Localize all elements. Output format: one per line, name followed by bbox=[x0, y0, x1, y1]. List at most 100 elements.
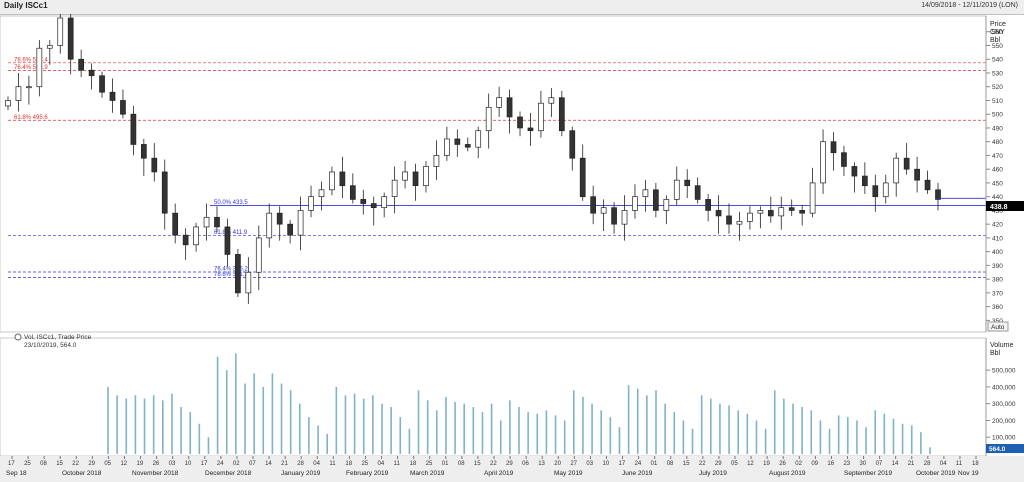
month-label: March 2019 bbox=[410, 470, 445, 477]
date-tick-label: 24 bbox=[635, 461, 642, 467]
volume-bar bbox=[308, 417, 310, 454]
date-tick-label: 14 bbox=[892, 461, 899, 467]
candle-body bbox=[903, 157, 910, 170]
candle-body bbox=[15, 86, 22, 101]
date-tick-label: 01 bbox=[442, 461, 449, 467]
candle-body bbox=[527, 127, 534, 132]
candle-body bbox=[924, 179, 931, 191]
candle-body bbox=[339, 171, 346, 187]
date-tick-label: 11 bbox=[394, 461, 401, 467]
candle-body bbox=[653, 189, 659, 211]
volume-bar bbox=[207, 437, 210, 454]
volume-tick-label: 200,000 bbox=[992, 418, 1016, 425]
volume-bar bbox=[509, 400, 511, 454]
volume-bar bbox=[490, 403, 493, 454]
date-tick-label: 27 bbox=[570, 461, 577, 467]
volume-bar bbox=[618, 427, 621, 454]
price-axis-title-3: Bbl bbox=[990, 37, 1001, 44]
price-tick-label: 540 bbox=[992, 57, 1003, 64]
volume-bar bbox=[700, 395, 703, 454]
candle-body bbox=[88, 69, 95, 77]
candle-body bbox=[893, 157, 900, 184]
month-label: December 2018 bbox=[205, 470, 252, 477]
candle-body bbox=[621, 210, 628, 225]
date-tick-label: 04 bbox=[378, 461, 385, 467]
candle-body bbox=[318, 189, 325, 198]
volume-bar bbox=[691, 428, 694, 454]
price-tick-label: 500 bbox=[992, 112, 1003, 119]
price-tick-label: 420 bbox=[992, 222, 1003, 229]
chart-title: Daily ISCc1 bbox=[4, 1, 48, 10]
volume-bar bbox=[481, 412, 484, 454]
price-tick-label: 440 bbox=[992, 194, 1003, 201]
candle-body bbox=[538, 102, 544, 132]
date-tick-label: 21 bbox=[281, 461, 288, 467]
volume-bar bbox=[271, 373, 274, 454]
price-tick-label: 460 bbox=[992, 167, 1003, 174]
candle-body bbox=[266, 212, 273, 239]
volume-legend-value: 23/10/2019, 564.0 bbox=[24, 342, 77, 349]
date-tick-label: 30 bbox=[860, 461, 867, 467]
volume-bar bbox=[317, 425, 319, 454]
candle-body bbox=[109, 91, 116, 101]
volume-bar bbox=[235, 353, 237, 454]
date-tick-label: 19 bbox=[763, 461, 770, 467]
date-tick-label: 22 bbox=[699, 461, 706, 467]
candle-body bbox=[120, 100, 126, 115]
volume-bar bbox=[454, 402, 456, 454]
auto-button[interactable] bbox=[987, 321, 1009, 332]
candle-body bbox=[872, 185, 879, 198]
chart-canvas[interactable]: 78.6% 537.4 76.4% 531.9 61.8% 495.6 50.0% 4… bbox=[0, 14, 1024, 482]
volume-bar bbox=[417, 390, 420, 454]
date-tick-label: 02 bbox=[795, 461, 802, 467]
price-tick-label: 490 bbox=[992, 125, 1003, 132]
candle-body bbox=[663, 199, 670, 211]
candle-body bbox=[809, 182, 816, 214]
volume-bar bbox=[591, 403, 593, 454]
date-tick-label: 04 bbox=[940, 461, 947, 467]
date-tick-label: 12 bbox=[747, 461, 754, 467]
volume-bar bbox=[545, 410, 548, 454]
candle-body bbox=[151, 157, 158, 173]
volume-tick-label: 300,000 bbox=[992, 401, 1016, 408]
volume-bar bbox=[819, 420, 822, 454]
month-label: September 2019 bbox=[844, 470, 892, 477]
volume-bar bbox=[344, 395, 347, 454]
date-tick-label: 03 bbox=[586, 461, 593, 467]
volume-bar bbox=[746, 413, 749, 454]
month-label: October 2018 bbox=[62, 470, 102, 477]
candle-body bbox=[245, 271, 252, 294]
date-tick-label: 17 bbox=[619, 461, 626, 467]
volume-bar bbox=[719, 403, 721, 454]
volume-bar bbox=[472, 407, 475, 454]
candle-body bbox=[214, 216, 220, 228]
last-volume-label: 564.0 bbox=[989, 446, 1006, 453]
month-label: April 2019 bbox=[484, 470, 514, 477]
candle-body bbox=[276, 212, 283, 225]
candle-body bbox=[433, 155, 440, 167]
candlestick-series bbox=[5, 14, 986, 304]
candle-body bbox=[57, 17, 64, 46]
volume-bar bbox=[609, 417, 612, 454]
volume-bar bbox=[627, 385, 630, 454]
volume-bar bbox=[837, 415, 840, 454]
volume-bar bbox=[426, 400, 429, 454]
volume-bar bbox=[262, 386, 265, 454]
volume-bar bbox=[929, 447, 931, 454]
candle-body bbox=[140, 144, 147, 159]
date-tick-label: 29 bbox=[88, 461, 95, 467]
candle-body bbox=[161, 171, 168, 214]
price-tick-label: 370 bbox=[992, 290, 1003, 297]
volume-bar bbox=[582, 396, 584, 454]
legend-toggle-icon[interactable] bbox=[14, 333, 22, 341]
date-tick-label: 07 bbox=[876, 461, 883, 467]
month-label: January 2019 bbox=[281, 470, 321, 477]
price-panel bbox=[0, 15, 987, 333]
volume-tick-label: 100,000 bbox=[992, 435, 1016, 442]
candle-body bbox=[590, 196, 597, 214]
price-tick-label: 510 bbox=[992, 98, 1003, 105]
volume-bar bbox=[518, 407, 520, 454]
candle-body bbox=[46, 45, 53, 49]
date-tick-label: 21 bbox=[908, 461, 915, 467]
